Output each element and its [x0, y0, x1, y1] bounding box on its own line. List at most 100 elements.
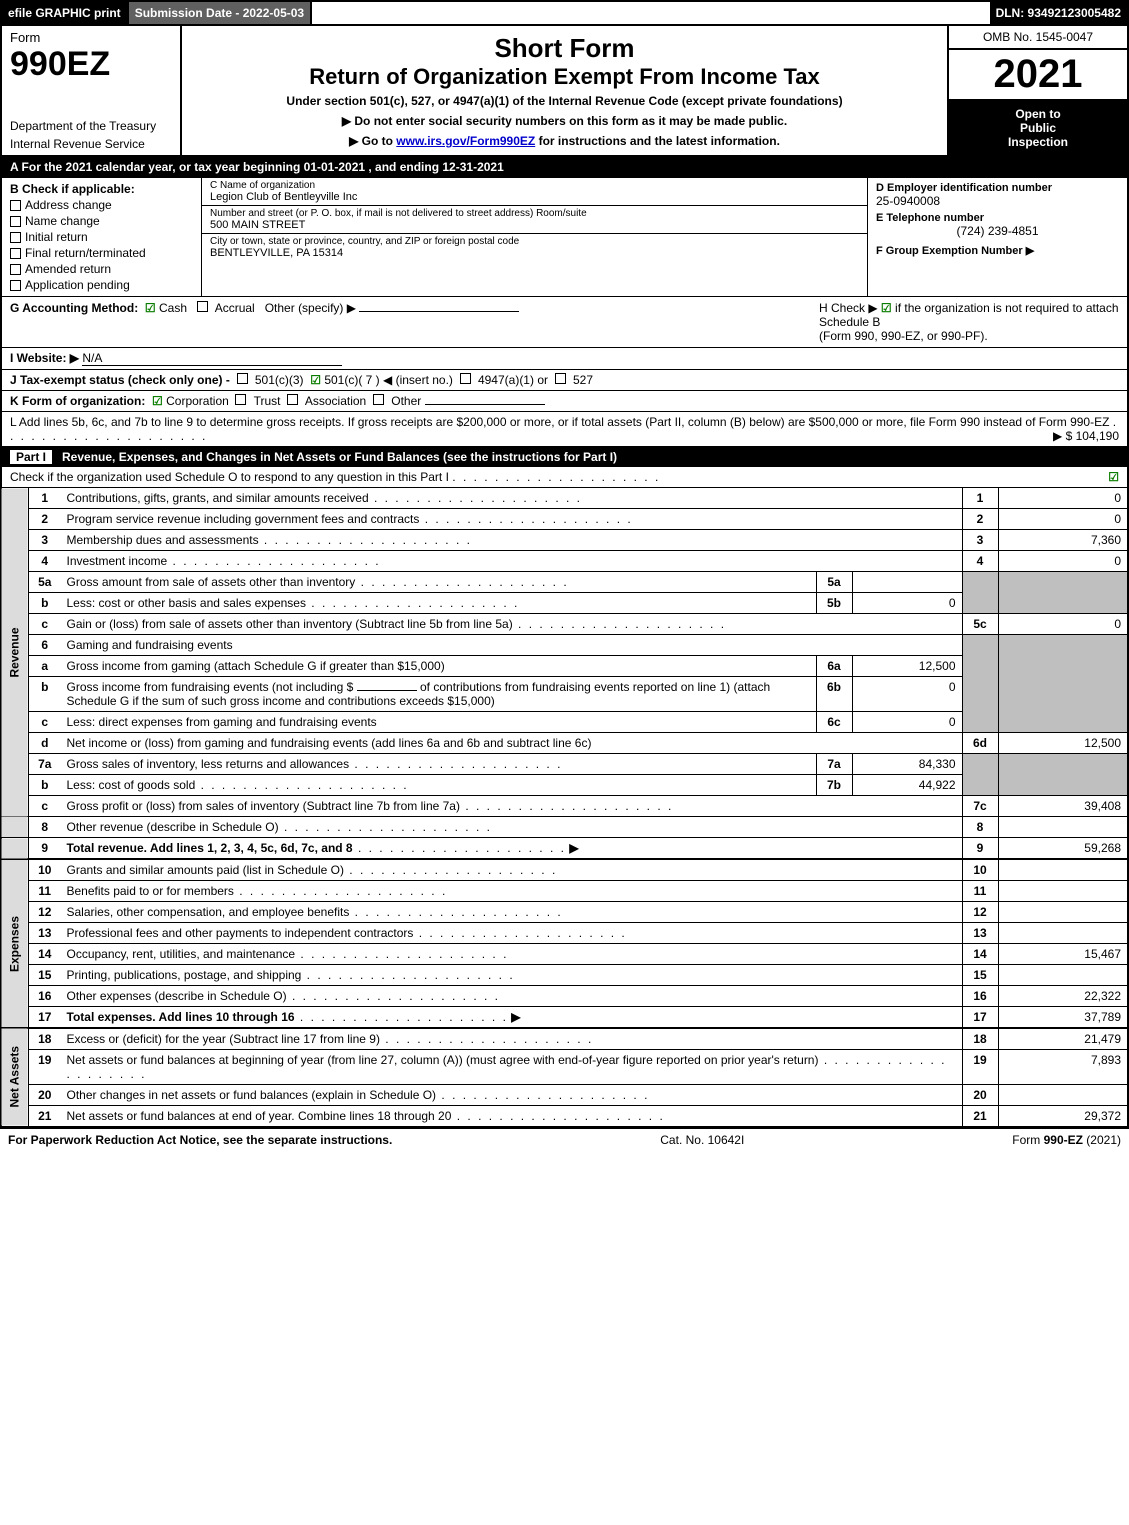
row-13: 13 Professional fees and other payments …	[1, 923, 1128, 944]
line-box: 8	[962, 817, 998, 838]
row-15: 15 Printing, publications, postage, and …	[1, 965, 1128, 986]
note2-pre: ▶ Go to	[349, 134, 396, 148]
g-other-line[interactable]	[359, 311, 519, 312]
d-ein-label: D Employer identification number	[876, 182, 1119, 194]
arrow-icon: ▶	[569, 841, 578, 855]
b-item-0: Address change	[25, 198, 112, 212]
dots-icon	[353, 841, 566, 855]
line-val: 7,360	[998, 530, 1128, 551]
c-addr-label: Number and street (or P. O. box, if mail…	[210, 208, 859, 219]
c-name-label: C Name of organization	[210, 180, 859, 191]
g-other: Other (specify) ▶	[265, 301, 356, 315]
line-box: 10	[962, 859, 998, 881]
col-b-checkboxes: B Check if applicable: Address change Na…	[2, 178, 202, 296]
revenue-tab-ext	[1, 817, 29, 838]
dots-icon	[167, 554, 380, 568]
line-val	[998, 881, 1128, 902]
c-city-value: BENTLEYVILLE, PA 15314	[210, 247, 859, 259]
row-7a: 7a Gross sales of inventory, less return…	[1, 754, 1128, 775]
dots-icon	[349, 905, 562, 919]
checkbox-icon[interactable]	[287, 394, 298, 405]
checkbox-icon[interactable]	[237, 373, 248, 384]
page-footer: For Paperwork Reduction Act Notice, see …	[0, 1127, 1129, 1151]
row-2: 2 Program service revenue including gove…	[1, 509, 1128, 530]
line-num: 1	[29, 488, 61, 509]
line-desc: Program service revenue including govern…	[67, 512, 420, 526]
checkbox-icon[interactable]	[235, 394, 246, 405]
row-6a: a Gross income from gaming (attach Sched…	[1, 656, 1128, 677]
checkbox-icon	[10, 280, 21, 291]
col-d-ein: D Employer identification number 25-0940…	[867, 178, 1127, 296]
line-desc: Printing, publications, postage, and shi…	[67, 968, 302, 982]
checkbox-icon[interactable]	[373, 394, 384, 405]
chk-app-pending[interactable]: Application pending	[10, 278, 193, 292]
efile-label: efile GRAPHIC print	[2, 2, 127, 24]
b-item-2: Initial return	[25, 230, 88, 244]
line-num: 8	[29, 817, 61, 838]
header-right: OMB No. 1545-0047 2021 Open to Public In…	[947, 26, 1127, 155]
checkbox-icon[interactable]	[197, 301, 208, 312]
dots-icon	[234, 884, 447, 898]
line-desc-1: Gross income from fundraising events (no…	[67, 680, 354, 694]
header-note-ssn: ▶ Do not enter social security numbers o…	[342, 114, 787, 128]
checkbox-icon[interactable]	[460, 373, 471, 384]
row-18: Net Assets 18 Excess or (deficit) for th…	[1, 1028, 1128, 1050]
title-return: Return of Organization Exempt From Incom…	[309, 64, 820, 90]
line-val: 59,268	[998, 838, 1128, 860]
mid-val: 0	[852, 593, 962, 614]
header-left: Form 990EZ Department of the Treasury In…	[2, 26, 182, 155]
dept-treasury: Department of the Treasury	[10, 119, 172, 133]
line-desc: Less: cost or other basis and sales expe…	[67, 596, 306, 610]
chk-address-change[interactable]: Address change	[10, 198, 193, 212]
h-schedule-b: H Check ▶ ☑ if the organization is not r…	[819, 301, 1119, 343]
k-a: Corporation	[166, 394, 229, 408]
dots-icon	[349, 757, 562, 771]
line-desc: Salaries, other compensation, and employ…	[67, 905, 350, 919]
k-other-line[interactable]	[425, 404, 545, 405]
blank-line[interactable]	[357, 690, 417, 691]
line-val: 15,467	[998, 944, 1128, 965]
i-website-value: N/A	[82, 351, 342, 366]
check-icon: ☑	[1108, 470, 1119, 484]
l-text: L Add lines 5b, 6c, and 7b to line 9 to …	[10, 415, 1109, 429]
row-17: 17 Total expenses. Add lines 10 through …	[1, 1007, 1128, 1029]
mid-box: 5a	[816, 572, 852, 593]
chk-amended[interactable]: Amended return	[10, 262, 193, 276]
j-d: 527	[573, 373, 593, 387]
submission-date: Submission Date - 2022-05-03	[127, 2, 312, 24]
line-desc: Gross income from fundraising events (no…	[61, 677, 817, 712]
check-icon: ☑	[310, 373, 321, 387]
row-8: 8 Other revenue (describe in Schedule O)…	[1, 817, 1128, 838]
line-desc: Gaming and fundraising events	[61, 635, 963, 656]
line-val: 21,479	[998, 1028, 1128, 1050]
line-box: 14	[962, 944, 998, 965]
line-num: 17	[29, 1007, 61, 1029]
row-4: 4 Investment income 4 0	[1, 551, 1128, 572]
g-label: G Accounting Method:	[10, 301, 138, 315]
irs-link[interactable]: www.irs.gov/Form990EZ	[396, 134, 535, 148]
line-num: 21	[29, 1106, 61, 1127]
checkbox-icon[interactable]	[555, 373, 566, 384]
dots-icon	[301, 968, 514, 982]
row-16: 16 Other expenses (describe in Schedule …	[1, 986, 1128, 1007]
mid-val: 0	[852, 712, 962, 733]
line-desc: Gross income from gaming (attach Schedul…	[61, 656, 817, 677]
form-word: Form	[10, 30, 172, 45]
line-desc: Benefits paid to or for members	[67, 884, 234, 898]
line-box: 4	[962, 551, 998, 572]
line-box: 1	[962, 488, 998, 509]
j-a: 501(c)(3)	[255, 373, 304, 387]
line-val	[998, 817, 1128, 838]
line-num: 11	[29, 881, 61, 902]
form-number: 990EZ	[10, 45, 172, 84]
omb-number: OMB No. 1545-0047	[949, 26, 1127, 50]
chk-initial-return[interactable]: Initial return	[10, 230, 193, 244]
line-desc: Gain or (loss) from sale of assets other…	[67, 617, 513, 631]
chk-final-return[interactable]: Final return/terminated	[10, 246, 193, 260]
dots-icon	[287, 989, 500, 1003]
chk-name-change[interactable]: Name change	[10, 214, 193, 228]
line-desc: Total revenue. Add lines 1, 2, 3, 4, 5c,…	[67, 841, 353, 855]
line-val: 0	[998, 551, 1128, 572]
row-19: 19 Net assets or fund balances at beginn…	[1, 1050, 1128, 1085]
mid-box: 6c	[816, 712, 852, 733]
